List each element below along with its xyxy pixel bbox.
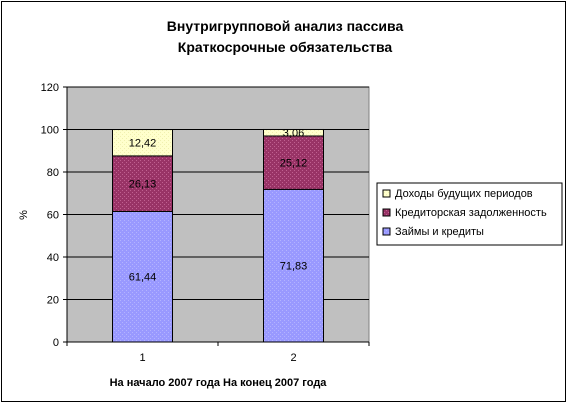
data-label: 61,44 <box>129 272 157 284</box>
data-label: 12,42 <box>129 138 157 150</box>
bar-segment <box>263 135 324 190</box>
data-label: 26,13 <box>129 179 157 191</box>
legend: Доходы будущих периодов Кредиторская задо… <box>376 182 563 246</box>
y-tick-label: 0 <box>53 337 59 349</box>
bar-segment <box>263 188 324 343</box>
legend-entry: Кредиторская задолженность <box>395 207 547 219</box>
legend-swatch <box>382 227 391 236</box>
chart-title-line-2: Краткосрочные обязательства <box>178 39 393 55</box>
chart-title-line-1: Внутригрупповой анализ пассива <box>167 18 404 34</box>
legend-entry: Доходы будущих периодов <box>395 188 533 200</box>
legend-entry: Займы и кредиты <box>395 226 484 238</box>
y-tick-label: 60 <box>47 210 59 222</box>
y-tick-label: 100 <box>41 125 59 137</box>
bar-segment <box>112 129 173 157</box>
legend-box <box>376 182 563 246</box>
y-tick-label: 80 <box>47 167 59 179</box>
y-tick-label: 20 <box>47 295 59 307</box>
y-tick-label: 40 <box>47 252 59 264</box>
x-axis-label: На начало 2007 года На конец 2007 года <box>110 377 328 389</box>
y-tick-label: 120 <box>41 82 59 94</box>
x-tick-label: 2 <box>290 352 296 364</box>
plot-area: 0 20 40 60 80 100 120 61,44 26,13 12,42 1 71,83 25,1… <box>41 82 370 364</box>
x-tick-label: 1 <box>139 352 145 364</box>
y-axis-label: % <box>18 210 30 220</box>
bar-segment <box>263 128 324 137</box>
legend-swatch <box>382 208 391 217</box>
data-label: 71,83 <box>280 261 308 273</box>
data-label: 25,12 <box>280 158 308 170</box>
legend-swatch <box>382 189 391 198</box>
data-label: 3,06 <box>283 128 304 140</box>
chart: Внутригрупповой анализ пассива Краткосро… <box>18 18 563 389</box>
